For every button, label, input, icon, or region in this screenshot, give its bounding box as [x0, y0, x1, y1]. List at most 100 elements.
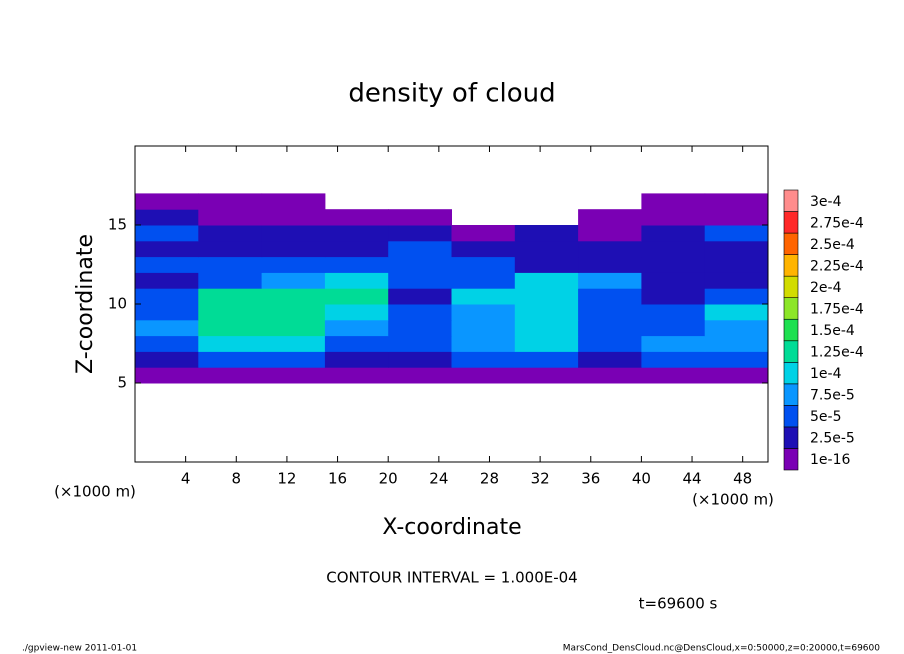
x-tick-label: 20: [379, 470, 398, 488]
heat-cell: [578, 319, 642, 337]
x-tick-label: 32: [531, 470, 550, 488]
heat-cell: [388, 351, 452, 368]
heat-cell: [641, 304, 706, 321]
heat-cell: [704, 367, 769, 384]
heat-cell: [198, 351, 263, 368]
heat-cell: [135, 225, 199, 242]
heat-cell: [641, 272, 706, 289]
heat-cell: [451, 240, 516, 258]
heat-cell: [578, 240, 642, 258]
colorbar-box: [783, 405, 799, 428]
heat-cell: [261, 272, 326, 289]
colorbar-label: 1e-16: [810, 452, 850, 468]
heat-cell: [704, 272, 769, 289]
y-tick-label: 10: [108, 295, 127, 313]
x-tick-label: 24: [429, 470, 448, 488]
x-tick-label: 4: [181, 470, 191, 488]
heat-cell: [198, 288, 263, 305]
heat-cell: [514, 335, 579, 352]
heat-cell: [514, 256, 579, 273]
time-label: t=69600 s: [639, 595, 718, 613]
heat-cell: [578, 209, 642, 226]
heat-cell: [324, 240, 389, 258]
x-unit-label: (×1000 m): [692, 491, 774, 509]
heat-cell: [704, 225, 769, 242]
heat-cell: [704, 304, 769, 321]
y-tick-label: 5: [117, 374, 127, 392]
heat-cell: [261, 288, 326, 305]
heat-cell: [198, 367, 263, 384]
x-tick-label: 12: [277, 470, 296, 488]
heat-cell: [261, 209, 326, 226]
heat-cell: [135, 304, 199, 321]
heat-cell: [261, 225, 326, 242]
colorbar-label: 2e-4: [810, 280, 842, 296]
x-tick-label: 16: [328, 470, 347, 488]
heat-cell: [135, 335, 199, 352]
heat-cell: [451, 288, 516, 305]
colorbar-box: [783, 211, 799, 234]
x-tick-label: 44: [682, 470, 701, 488]
heat-cell: [135, 288, 199, 305]
heat-cell: [451, 256, 516, 273]
x-tick-label: 8: [232, 470, 242, 488]
heat-cell: [641, 240, 706, 258]
heat-cell: [324, 335, 389, 352]
heat-cell: [578, 225, 642, 242]
heat-cell: [261, 256, 326, 273]
heat-cell: [198, 193, 263, 210]
heat-cell: [135, 209, 199, 226]
heat-cell: [324, 288, 389, 305]
heat-cell: [388, 319, 452, 337]
heat-cell: [704, 193, 769, 210]
heat-cell: [135, 319, 199, 337]
colorbar-box: [783, 362, 799, 385]
heat-cell: [641, 225, 706, 242]
colorbar-box: [783, 448, 799, 471]
colorbar-label: 3e-4: [810, 194, 842, 210]
colorbar-box: [783, 254, 799, 277]
colorbar-box: [783, 426, 799, 449]
heat-cell: [578, 256, 642, 273]
heat-cell: [641, 335, 706, 352]
heat-cell: [198, 304, 263, 321]
heat-cell: [261, 351, 326, 368]
colorbar-box: [783, 232, 799, 255]
heat-cell: [324, 272, 389, 289]
heat-cell: [641, 256, 706, 273]
x-unit-label: (×1000 m): [54, 483, 136, 501]
colorbar-box: [783, 318, 799, 342]
colorbar-box: [783, 340, 799, 363]
y-axis-label: Z-coordinate: [73, 234, 98, 374]
heat-cell: [388, 256, 452, 273]
heat-cell: [451, 225, 516, 242]
x-tick-label: 36: [581, 470, 600, 488]
heat-cell: [451, 351, 516, 368]
colorbar-label: 2.5e-5: [810, 431, 855, 447]
heat-cell: [388, 288, 452, 305]
colorbar-box: [783, 189, 799, 212]
heat-cell: [578, 288, 642, 305]
heat-cell: [578, 272, 642, 289]
heat-cell: [451, 319, 516, 337]
heat-cell: [198, 272, 263, 289]
colorbar-box: [783, 383, 799, 406]
heat-cell: [578, 367, 642, 384]
heat-cell: [135, 256, 199, 273]
heat-cell: [388, 367, 452, 384]
colorbar-label: 1.75e-4: [810, 301, 864, 317]
heat-cell: [514, 225, 579, 242]
heat-cell: [641, 351, 706, 368]
heat-cell: [451, 367, 516, 384]
heat-cell: [451, 304, 516, 321]
colorbar-label: 5e-5: [810, 409, 841, 425]
chart-title: density of cloud: [348, 79, 555, 109]
heat-cell: [198, 335, 263, 352]
heat-cell: [388, 225, 452, 242]
heat-cell: [514, 367, 579, 384]
footer-right: MarsCond_DensCloud.nc@DensCloud,x=0:5000…: [563, 644, 880, 654]
heat-cell: [198, 256, 263, 273]
heat-cell: [514, 272, 579, 289]
heat-cell: [135, 367, 199, 384]
